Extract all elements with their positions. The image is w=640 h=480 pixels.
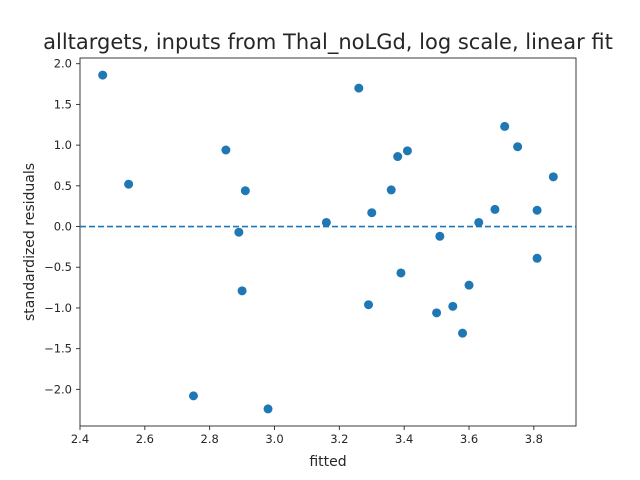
data-point (513, 142, 523, 152)
data-point (490, 204, 500, 214)
data-point (532, 205, 542, 215)
data-point (386, 185, 396, 195)
x-tick-label: 3.6 (460, 432, 478, 446)
y-axis-ticks: 2.0 1.5 1.0 0.5 0.0 −0.5 −1.0 −1.5 −2.0 (44, 57, 80, 396)
data-point (124, 179, 134, 189)
data-point (367, 208, 377, 218)
y-tick-label: 0.5 (54, 179, 72, 193)
y-tick-label: −0.5 (44, 260, 72, 274)
y-tick-label: −1.0 (44, 301, 72, 315)
data-point (240, 186, 250, 196)
y-axis-title: standardized residuals (22, 163, 38, 321)
data-point (500, 121, 510, 131)
data-point (188, 391, 198, 401)
data-point (263, 404, 273, 414)
x-tick-label: 2.4 (71, 432, 89, 446)
x-axis-ticks: 2.4 2.6 2.8 3.0 3.2 3.4 3.6 3.8 (71, 426, 543, 446)
y-tick-label: −1.5 (44, 342, 72, 356)
data-point (237, 286, 247, 296)
data-point (364, 300, 374, 310)
data-point (464, 280, 474, 290)
data-point (532, 253, 542, 263)
data-point (354, 83, 364, 93)
plot-frame (79, 57, 577, 427)
x-tick-label: 2.8 (201, 432, 219, 446)
data-point (396, 268, 406, 278)
data-point (432, 308, 442, 318)
y-tick-label: 1.5 (54, 97, 72, 111)
data-point (402, 146, 412, 156)
y-tick-label: −2.0 (44, 382, 72, 396)
data-point (435, 231, 445, 241)
y-tick-label: 2.0 (54, 57, 72, 71)
x-tick-label: 2.6 (136, 432, 154, 446)
y-tick-label: 1.0 (54, 138, 72, 152)
data-point (548, 172, 558, 182)
x-tick-label: 3.0 (265, 432, 283, 446)
x-tick-label: 3.8 (525, 432, 543, 446)
data-point (393, 152, 403, 162)
data-point (448, 301, 458, 311)
plot-axes: 2.4 2.6 2.8 3.0 3.2 3.4 3.6 3.8 2.0 1.5 1.0 0.5 0.0… (44, 57, 577, 446)
y-tick-label: 0.0 (54, 220, 72, 234)
data-point (221, 145, 231, 155)
x-axis-title: fitted (309, 454, 346, 470)
data-point (321, 217, 331, 227)
data-point (98, 70, 108, 80)
data-point (458, 328, 468, 338)
x-tick-label: 3.2 (330, 432, 348, 446)
data-points-layer (98, 70, 558, 414)
chart-title: alltargets, inputs from Thal_noLGd, log … (43, 30, 613, 55)
data-point (474, 217, 484, 227)
data-point (234, 227, 244, 237)
x-tick-label: 3.4 (395, 432, 413, 446)
